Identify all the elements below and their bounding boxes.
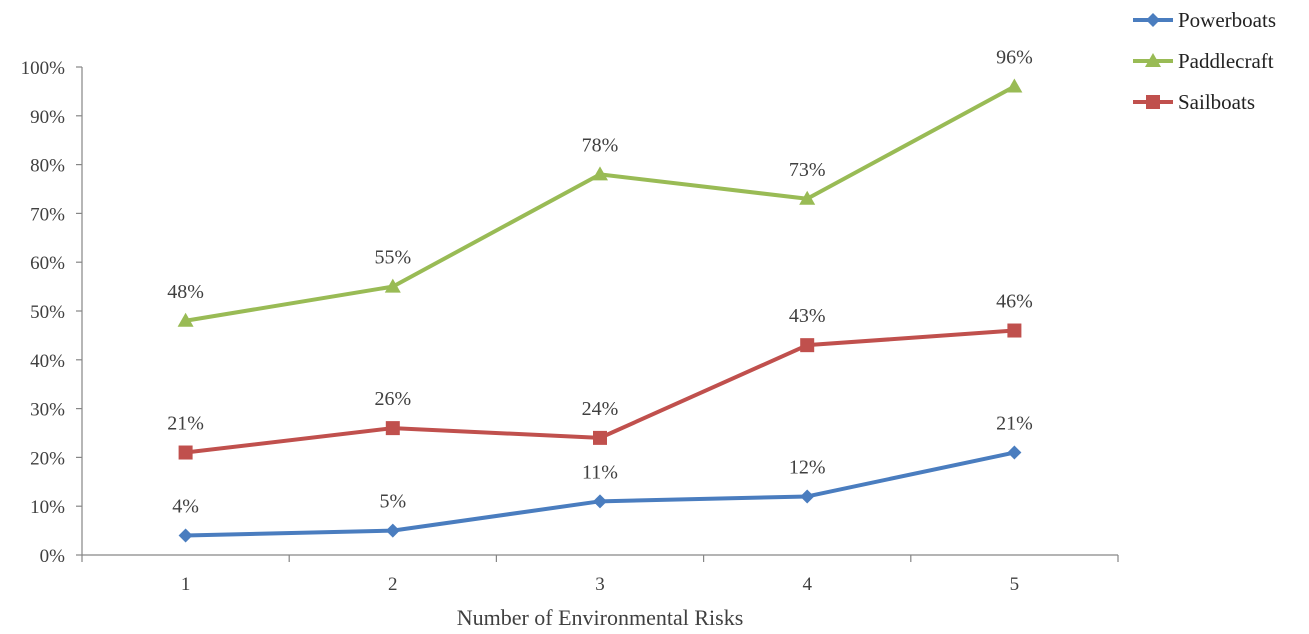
paddlecraft-data-label: 48%	[167, 281, 204, 303]
sailboats-point	[593, 430, 607, 445]
y-tick-label: 50%	[30, 302, 65, 323]
y-tick-label: 70%	[30, 204, 65, 225]
legend-marker-sailboats	[1146, 95, 1160, 109]
axes: 0% 10% 20% 30% 40% 50% 60% 70% 80% 90% 100% 1 2 3 4 5	[21, 58, 1119, 595]
sailboats-point	[1007, 323, 1022, 338]
y-tick-label: 100%	[21, 58, 66, 79]
legend-item-sailboats: Sailboats	[1133, 90, 1255, 114]
paddlecraft-data-label: 73%	[789, 159, 826, 181]
paddlecraft-line	[183, 84, 1017, 323]
y-tick-label: 60%	[30, 253, 65, 274]
powerboats-data-label: 5%	[379, 491, 406, 513]
legend-label-powerboats: Powerboats	[1178, 8, 1276, 32]
y-tick-label: 0%	[40, 546, 66, 567]
paddlecraft-point	[177, 312, 194, 327]
series-layer	[177, 78, 1023, 543]
paddlecraft-point	[799, 190, 816, 205]
data-labels-layer: 4% 5% 11% 12% 21% 48% 55% 78% 73% 96% 21% 26% 24% 43%…	[167, 47, 1032, 518]
sailboats-data-label: 26%	[374, 388, 411, 410]
series-sailboats	[178, 323, 1022, 460]
series-powerboats	[178, 445, 1022, 543]
x-tick-label: 3	[595, 574, 605, 595]
sailboats-data-label: 46%	[996, 291, 1033, 313]
y-tick-label: 30%	[30, 400, 65, 421]
paddlecraft-point	[1006, 78, 1023, 93]
legend-item-powerboats: Powerboats	[1133, 8, 1276, 32]
y-tick-label: 90%	[30, 107, 65, 128]
legend-label-sailboats: Sailboats	[1178, 90, 1255, 114]
y-tick-label: 80%	[30, 156, 65, 177]
powerboats-data-label: 12%	[789, 456, 826, 478]
legend: Powerboats Paddlecraft Sailboats	[1133, 8, 1276, 114]
sailboats-data-label: 24%	[582, 398, 619, 420]
paddlecraft-data-label: 96%	[996, 47, 1033, 69]
sailboats-data-label: 21%	[167, 413, 204, 435]
y-tick-label: 20%	[30, 448, 65, 469]
sailboats-data-label: 43%	[789, 305, 826, 327]
x-axis-title: Number of Environmental Risks	[457, 605, 744, 629]
paddlecraft-point	[592, 166, 608, 181]
x-tick-label: 5	[1010, 574, 1020, 595]
powerboats-point	[1007, 445, 1022, 460]
x-tick-label: 1	[181, 574, 191, 595]
paddlecraft-point	[384, 278, 401, 293]
legend-marker-powerboats	[1146, 13, 1160, 27]
x-tick-label: 2	[388, 574, 398, 595]
legend-marker-paddlecraft	[1145, 53, 1161, 67]
legend-label-paddlecraft: Paddlecraft	[1178, 49, 1274, 73]
powerboats-point	[178, 528, 193, 543]
powerboats-point	[385, 523, 400, 538]
paddlecraft-data-label: 55%	[374, 247, 411, 269]
sailboats-point	[178, 445, 193, 460]
powerboats-data-label: 4%	[172, 495, 199, 517]
x-tick-label: 4	[802, 574, 812, 595]
legend-item-paddlecraft: Paddlecraft	[1133, 49, 1274, 73]
paddlecraft-data-label: 78%	[582, 134, 619, 156]
y-tick-label: 10%	[30, 497, 65, 518]
powerboats-point	[800, 489, 815, 504]
powerboats-data-label: 21%	[996, 413, 1033, 435]
series-paddlecraft	[177, 78, 1023, 327]
sailboats-point	[385, 421, 400, 436]
sailboats-point	[800, 338, 815, 353]
powerboats-data-label: 11%	[582, 461, 618, 483]
powerboats-point	[593, 494, 607, 509]
y-tick-label: 40%	[30, 351, 65, 372]
